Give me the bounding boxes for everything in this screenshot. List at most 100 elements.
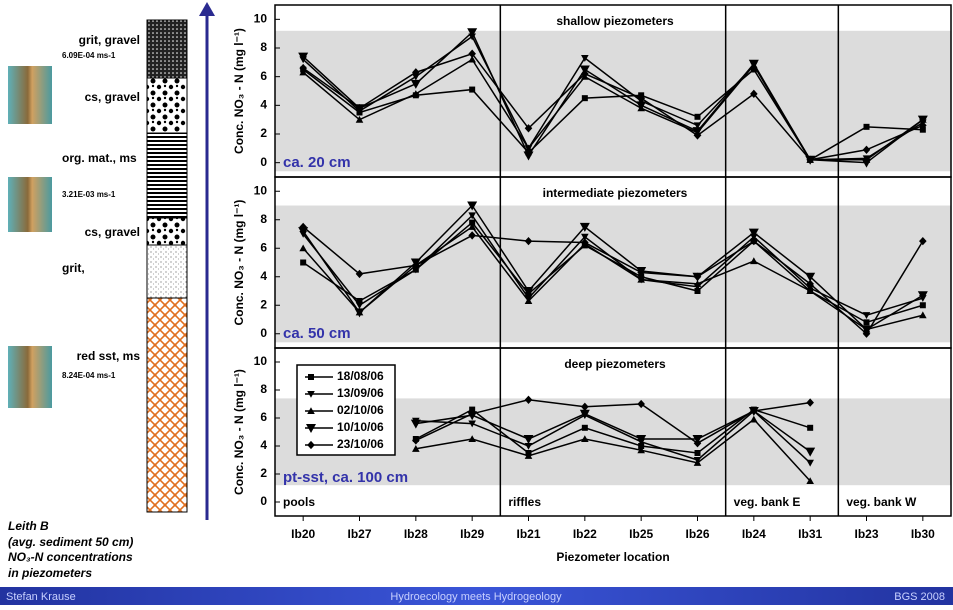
data-point [298, 227, 309, 237]
litho-label: cs, gravel [85, 225, 140, 239]
data-point [524, 452, 533, 459]
data-point [863, 319, 870, 326]
data-point [750, 89, 758, 99]
data-point [412, 445, 420, 452]
data-point [917, 115, 928, 125]
core-photo [8, 66, 52, 124]
y-tick-label: 2 [260, 466, 267, 480]
data-point [919, 236, 927, 246]
y-tick-label: 10 [254, 183, 268, 197]
caption: (avg. sediment 50 cm) [8, 535, 133, 549]
litho-k: 6.09E-04 ms-1 [62, 51, 116, 60]
data-point [581, 95, 588, 102]
panel-title: deep piezometers [564, 357, 666, 371]
litho-layer [146, 244, 188, 299]
y-tick-label: 4 [260, 269, 267, 283]
data-point [524, 297, 533, 305]
data-point [806, 287, 814, 295]
legend-marker [307, 390, 315, 398]
depth-label: ca. 20 cm [283, 154, 351, 171]
x-tick-label: Ib29 [460, 527, 484, 541]
zone-label: pools [283, 495, 315, 509]
panel-title: shallow piezometers [556, 14, 674, 28]
data-point [467, 201, 478, 211]
caption: in piezometers [8, 566, 92, 580]
data-point [750, 257, 758, 265]
data-point [919, 302, 926, 309]
data-point [693, 280, 702, 287]
data-point [524, 124, 533, 133]
data-point [805, 447, 816, 457]
data-point [468, 231, 476, 240]
litho-label: grit, [62, 261, 85, 275]
x-tick-label: Ib23 [854, 527, 878, 541]
data-point [863, 123, 870, 130]
data-point [693, 122, 702, 130]
y-tick-label: 6 [260, 410, 267, 424]
core-photo [8, 346, 52, 408]
legend-marker [307, 440, 315, 450]
y-tick-label: 0 [260, 155, 267, 169]
zone-label: veg. bank E [734, 495, 801, 509]
data-point [469, 219, 476, 226]
series-line [415, 409, 811, 464]
y-tick-label: 6 [260, 240, 267, 254]
panel: 0 2 4 6 8 10 Conc. NO₃ - N (mg l⁻¹) intermediat… [232, 176, 952, 349]
data-point [581, 238, 589, 247]
data-point [579, 222, 590, 232]
data-point [919, 121, 927, 130]
data-point [299, 244, 307, 252]
data-point [468, 212, 476, 220]
series-line [302, 225, 924, 331]
data-point [412, 73, 420, 81]
data-point [638, 443, 645, 449]
y-tick-label: 8 [260, 212, 267, 226]
data-point [300, 259, 307, 266]
x-tick-label: Ib20 [291, 527, 315, 541]
data-point [693, 272, 702, 281]
data-point [750, 415, 758, 423]
data-point [523, 151, 534, 161]
zone-label: veg. bank W [846, 495, 917, 509]
x-tick-label: Ib30 [911, 527, 935, 541]
data-point [919, 126, 926, 133]
legend-marker [308, 374, 314, 380]
litho-layer [146, 297, 188, 513]
data-point [579, 409, 590, 419]
data-point [468, 49, 476, 58]
legend-marker [306, 424, 316, 433]
y-tick-label: 6 [260, 69, 267, 83]
data-point [354, 308, 365, 318]
data-point [355, 302, 364, 310]
data-point [694, 113, 701, 120]
data-point [636, 435, 647, 444]
footer-bar [0, 587, 953, 605]
data-point [581, 435, 589, 443]
y-tick-label: 2 [260, 297, 267, 311]
depth-arrow-head [199, 2, 215, 16]
data-point [637, 399, 645, 409]
data-point [861, 158, 872, 168]
data-point [750, 406, 758, 416]
data-point [806, 155, 814, 164]
data-point [299, 222, 307, 232]
data-point [581, 233, 589, 241]
data-point [356, 297, 363, 304]
series-line [415, 418, 811, 482]
x-axis-label: Piezometer location [556, 550, 669, 564]
series-line [302, 204, 924, 331]
x-tick-label: Ib25 [629, 527, 653, 541]
data-point [637, 446, 645, 454]
data-point [693, 131, 702, 140]
data-point [468, 435, 476, 443]
litho-label: cs, gravel [85, 90, 140, 104]
data-point [581, 424, 588, 431]
litho-layer [146, 217, 188, 246]
data-point [412, 68, 420, 77]
series-line [302, 52, 924, 161]
data-point [917, 291, 928, 301]
data-point [299, 63, 307, 73]
legend-marker [307, 407, 315, 415]
